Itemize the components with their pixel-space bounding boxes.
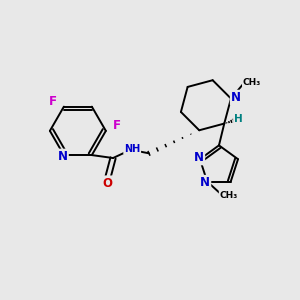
Text: F: F xyxy=(49,95,57,108)
Text: O: O xyxy=(102,177,112,190)
Text: CH₃: CH₃ xyxy=(242,77,261,86)
Text: N: N xyxy=(231,91,241,104)
Text: N: N xyxy=(57,150,68,163)
Text: CH₃: CH₃ xyxy=(219,190,238,200)
Text: F: F xyxy=(113,119,121,132)
Text: NH: NH xyxy=(124,144,140,154)
Text: N: N xyxy=(200,176,210,189)
Text: N: N xyxy=(194,151,204,164)
Text: H: H xyxy=(234,114,242,124)
